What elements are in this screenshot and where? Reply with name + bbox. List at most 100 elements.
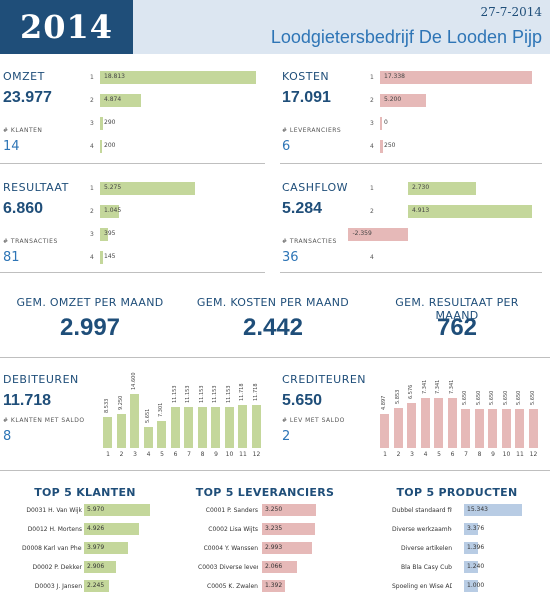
top5-item-value: 1.396: [467, 544, 485, 551]
chart-bar: [488, 409, 497, 448]
top5-item-value: 5.970: [87, 506, 105, 513]
chart-tick-label: 2: [119, 451, 124, 458]
chart-bar: [184, 407, 193, 448]
title-bar: 27-7-2014 Loodgietersbedrijf De Looden P…: [133, 0, 550, 54]
top5-item-name: D0031 H. Van Wijk: [26, 507, 82, 514]
top5-item-value: 1.240: [467, 563, 485, 570]
chart-bar-label: 5.650: [489, 390, 495, 406]
debiteuren-count: 8: [3, 429, 12, 444]
chart-tick-label: 12: [529, 451, 538, 458]
chart-bar: [461, 409, 470, 448]
chart-bar: [170, 407, 180, 448]
chart-bar-label: 11.153: [225, 385, 232, 404]
top5-item-name: Spoeling en Wise ADIOS: [392, 583, 452, 590]
omzet-sub-label: # KLANTEN: [3, 127, 43, 134]
average-value: 2.442: [242, 314, 304, 341]
chart-bar: [447, 397, 457, 448]
omzet-label: OMZET: [3, 70, 45, 83]
chart-bar: [434, 397, 443, 448]
resultaat-value: 6.860: [3, 200, 44, 217]
top5-item-value: 2.066: [265, 563, 283, 570]
top5-item-bar: 1.240: [464, 561, 484, 573]
top5-item-bar: 3.376: [464, 523, 484, 535]
debiteuren-sub-label: # KLANTEN MET SALDO: [3, 417, 85, 424]
resultaat-label: RESULTAAT: [3, 181, 69, 194]
chart-bar-label: 5.650: [462, 390, 468, 406]
bar-index: 2: [90, 208, 94, 215]
crediteuren-value: 5.650: [282, 392, 323, 409]
chart-tick-label: 9: [491, 451, 495, 458]
chart-tick-label: 1: [106, 451, 110, 458]
kpi-bar: 4.913: [408, 205, 532, 218]
debiteuren-value: 11.718: [3, 392, 52, 409]
top5-item-name: D0003 J. Jansen: [34, 583, 82, 590]
chart-tick-label: 12: [252, 451, 261, 458]
kpi-bar: -2.359: [348, 228, 408, 241]
cashflow-count: 36: [282, 250, 299, 265]
chart-bar: [224, 407, 234, 448]
chart-bar-label: 7.301: [158, 402, 164, 418]
bar-value: 5.275: [104, 184, 122, 191]
chart-bar: [474, 409, 484, 448]
top5-item-value: 1.000: [467, 582, 485, 589]
top5-item-bar: 2.993: [262, 542, 312, 554]
top5-producten-title: TOP 5 PRODUCTEN: [396, 486, 518, 499]
omzet-count: 14: [3, 139, 20, 154]
chart-bar-label: 5.651: [144, 408, 151, 424]
chart-tick-label: 1: [383, 451, 387, 458]
top5-item-value: 2.993: [265, 544, 283, 551]
chart-bar: [515, 409, 524, 448]
chart-tick-label: 6: [450, 451, 455, 458]
crediteuren-label: CREDITEUREN: [282, 373, 367, 386]
chart-bar: [420, 397, 430, 448]
chart-bar-label: 5.650: [529, 390, 536, 406]
chart-bar-label: 5.650: [502, 390, 509, 406]
kosten-value: 17.091: [282, 89, 331, 106]
bar-value: 200: [104, 142, 116, 149]
bar-value: 250: [384, 142, 396, 149]
top5-item-name: D0008 Karl van Pherum: [22, 545, 82, 552]
average-value: 2.997: [59, 314, 121, 341]
bar-index: 2: [90, 97, 94, 104]
chart-bar: [528, 409, 538, 448]
top5-item-bar: 3.235: [262, 523, 316, 535]
company-name: Loodgietersbedrijf De Looden Pijp: [270, 27, 542, 47]
bar-value: 18.813: [104, 73, 125, 80]
top5-item-bar: 4.926: [84, 523, 139, 535]
bar-index: 3: [90, 120, 94, 127]
chart-bar-label: 11.153: [185, 385, 191, 404]
chart-bar-label: 11.153: [212, 385, 218, 404]
top5-item-bar: 3.250: [262, 504, 316, 516]
top5-item-name: Bla Bla Casy Cub: [401, 564, 452, 571]
omzet-value: 23.977: [3, 89, 52, 106]
top5-item-bar: 3.979: [84, 542, 129, 554]
kosten-label: KOSTEN: [282, 70, 330, 83]
chart-bar: [116, 414, 126, 448]
chart-bar: [238, 405, 247, 448]
bar-index: 4: [370, 143, 374, 150]
bar-value: 4.913: [412, 207, 430, 214]
top5-item-name: C0004 Y. Wanssen: [203, 545, 258, 552]
cashflow-label: CASHFLOW: [282, 181, 349, 194]
kosten-sub-label: # LEVERANCIERS: [282, 127, 342, 134]
resultaat-count: 81: [3, 250, 20, 265]
chart-tick-label: 11: [239, 451, 247, 458]
chart-bar-label: 5.650: [475, 390, 482, 406]
top5-item-value: 4.926: [87, 525, 105, 532]
bar-index: 1: [90, 185, 94, 192]
bar-index: 2: [370, 97, 374, 104]
top5-item-bar: 15.343: [464, 504, 522, 516]
chart-bar-label: 6.576: [408, 384, 414, 399]
bar-value: 1.045: [104, 207, 122, 214]
bar-index: 1: [90, 74, 94, 81]
kosten-count: 6: [282, 139, 291, 154]
bar-index: 4: [90, 254, 94, 261]
chart-bar: [143, 427, 153, 448]
bar-value: -2.359: [352, 230, 372, 237]
crediteuren-count: 2: [282, 429, 291, 444]
top5-item-bar: 2.066: [262, 561, 297, 573]
bar-index: 3: [90, 231, 94, 238]
chart-bar-label: 7.341: [448, 379, 455, 394]
chart-tick-label: 10: [225, 451, 234, 458]
bar-value: 145: [104, 253, 116, 260]
